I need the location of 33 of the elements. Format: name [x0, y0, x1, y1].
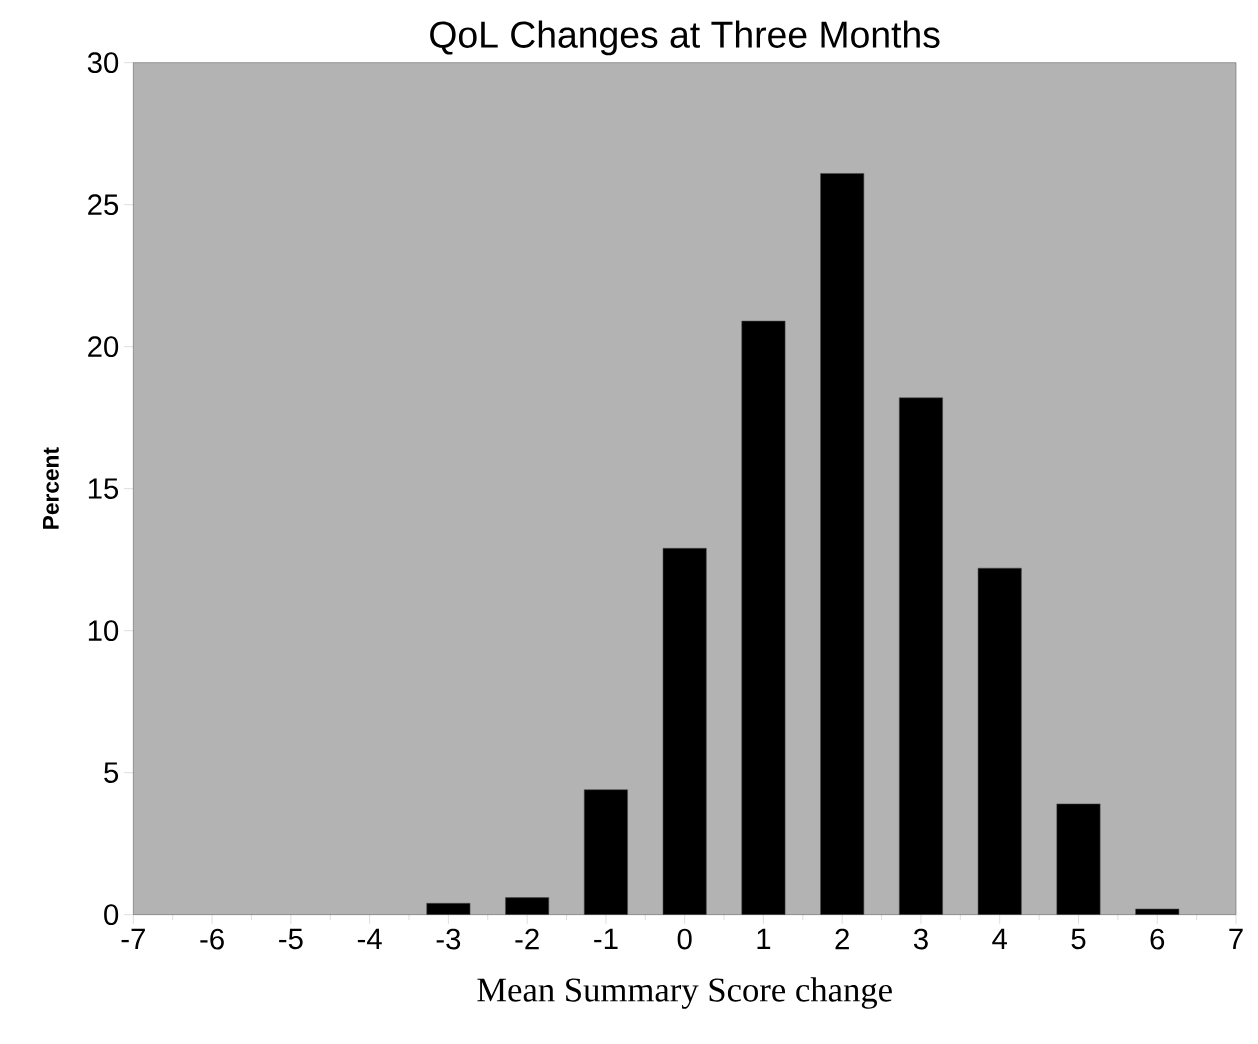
bar	[505, 897, 550, 915]
x-tick-label: 0	[677, 928, 692, 950]
x-tick-label: -3	[436, 928, 461, 950]
y-tick-label: 0	[104, 904, 119, 926]
x-tick-label: 7	[1229, 928, 1243, 949]
x-tick-label: -7	[121, 928, 145, 949]
y-tick-label: 15	[88, 478, 119, 499]
y-tick-label: 10	[88, 620, 119, 642]
bar	[583, 789, 628, 915]
bar	[662, 548, 707, 915]
x-tick-label: 5	[1071, 928, 1086, 950]
x-tick-label: 4	[992, 928, 1008, 949]
x-tick-label: 6	[1150, 928, 1165, 950]
bar	[1056, 803, 1101, 915]
bar	[899, 397, 943, 915]
x-tick-label: -1	[594, 928, 618, 949]
chart-title: QoL Changes at Three Months	[430, 20, 940, 56]
y-axis-title: Percent	[43, 447, 59, 529]
x-tick-label: 3	[913, 928, 928, 950]
x-tick-label: 2	[835, 928, 849, 950]
x-tick-label: 1	[757, 928, 771, 949]
x-tick-label: -4	[357, 928, 382, 949]
y-tick-label: 20	[88, 336, 119, 358]
y-tick-label: 30	[87, 52, 119, 74]
bar	[741, 320, 786, 915]
y-tick-label: 5	[104, 762, 119, 783]
bar	[820, 173, 865, 915]
x-tick-label: -5	[279, 928, 303, 950]
x-axis-title: Mean Summary Score change	[477, 977, 892, 1009]
x-tick-label: -2	[515, 928, 539, 950]
x-tick-label: -6	[200, 928, 224, 950]
bar	[977, 567, 1022, 915]
y-tick-label: 25	[88, 194, 119, 216]
